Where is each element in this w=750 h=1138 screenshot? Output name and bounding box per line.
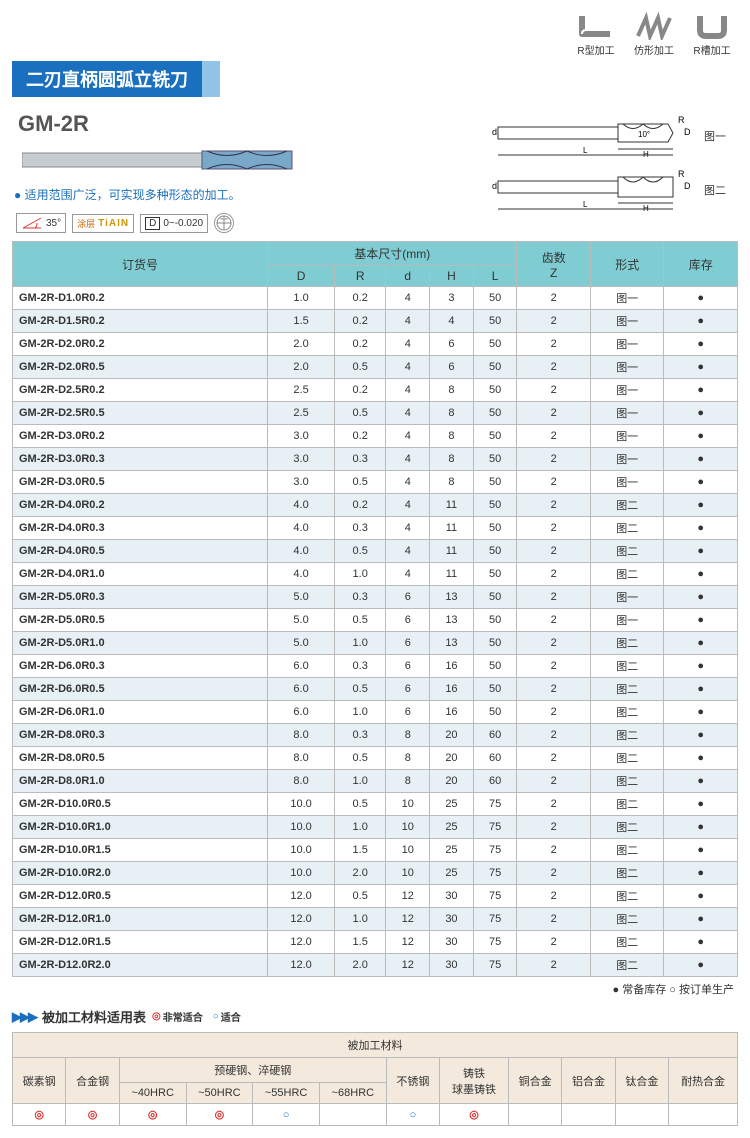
table-row: GM-2R-D2.5R0.22.50.248502图一● [13, 379, 738, 402]
svg-text:10°: 10° [638, 130, 650, 139]
table-row: GM-2R-D4.0R0.24.00.2411502图二● [13, 494, 738, 517]
table-row: GM-2R-D3.0R0.53.00.548502图一● [13, 471, 738, 494]
table-row: GM-2R-D10.0R2.010.02.01025752图二● [13, 862, 738, 885]
table-row: GM-2R-D5.0R0.55.00.5613502图一● [13, 609, 738, 632]
svg-text:R: R [678, 169, 685, 179]
table-row: GM-2R-D2.5R0.52.50.548502图一● [13, 402, 738, 425]
table-row: GM-2R-D3.0R0.33.00.348502图一● [13, 448, 738, 471]
table-row: GM-2R-D8.0R1.08.01.0820602图二● [13, 770, 738, 793]
table-row: GM-2R-D1.5R0.21.50.244502图一● [13, 310, 738, 333]
profile-icon: 仿形加工 [634, 12, 674, 57]
table-row: GM-2R-D4.0R1.04.01.0411502图二● [13, 563, 738, 586]
svg-text:L: L [583, 146, 588, 155]
helix-angle-badge: 35° [16, 213, 66, 233]
center-cut-badge [214, 213, 234, 233]
svg-text:D: D [684, 127, 691, 137]
table-row: GM-2R-D6.0R0.36.00.3616502图二● [13, 655, 738, 678]
table-row: GM-2R-D6.0R1.06.01.0616502图二● [13, 701, 738, 724]
table-row: GM-2R-D5.0R1.05.01.0613502图二● [13, 632, 738, 655]
top-icon-row: R型加工 仿形加工 R槽加工 [12, 12, 738, 57]
page-title: 二刃直柄圆弧立铣刀 [12, 61, 220, 97]
stock-legend: ● 常备库存 ○ 按订单生产 [12, 981, 734, 997]
svg-text:L: L [583, 200, 588, 209]
tolerance-badge: D 0~-0.020 [140, 214, 208, 233]
table-row: GM-2R-D1.0R0.21.00.243502图一● [13, 287, 738, 310]
tool-diagrams: 10° R D d H L 图一 R D d H [488, 103, 738, 217]
table-row: GM-2R-D12.0R0.512.00.51230752图二● [13, 885, 738, 908]
tool-image [22, 145, 478, 178]
svg-text:R: R [678, 115, 685, 125]
svg-text:d: d [492, 127, 497, 137]
r-slot-icon: R槽加工 [692, 12, 732, 57]
coating-badge: 涂层 TiAIN [72, 214, 134, 233]
table-row: GM-2R-D10.0R1.010.01.01025752图二● [13, 816, 738, 839]
table-row: GM-2R-D8.0R0.38.00.3820602图二● [13, 724, 738, 747]
svg-text:d: d [492, 181, 497, 191]
spec-table: 订货号 基本尺寸(mm) 齿数 Z 形式 库存 D R d H L GM-2R-… [12, 241, 738, 977]
svg-text:D: D [684, 181, 691, 191]
material-table: 被加工材料 碳素钢 合金钢 预硬钢、淬硬钢 不锈钢 铸铁 球墨铸铁 铜合金 铝合… [12, 1032, 738, 1126]
table-row: GM-2R-D12.0R1.512.01.51230752图二● [13, 931, 738, 954]
description: 适用范围广泛，可实现多种形态的加工。 [14, 186, 478, 203]
col-order: 订货号 [13, 242, 268, 287]
table-row: GM-2R-D2.0R0.22.00.246502图一● [13, 333, 738, 356]
table-row: GM-2R-D5.0R0.35.00.3613502图一● [13, 586, 738, 609]
table-row: GM-2R-D12.0R2.012.02.01230752图二● [13, 954, 738, 977]
table-row: GM-2R-D2.0R0.52.00.546502图一● [13, 356, 738, 379]
model-code: GM-2R [18, 111, 478, 137]
col-form: 形式 [590, 242, 663, 287]
table-row: GM-2R-D4.0R0.34.00.3411502图二● [13, 517, 738, 540]
col-teeth: 齿数 Z [517, 242, 590, 287]
table-row: GM-2R-D10.0R1.510.01.51025752图二● [13, 839, 738, 862]
arrows-icon: ▶▶▶ [12, 1009, 36, 1025]
table-row: GM-2R-D12.0R1.012.01.01230752图二● [13, 908, 738, 931]
col-dims: 基本尺寸(mm) [268, 242, 517, 266]
table-row: GM-2R-D10.0R0.510.00.51025752图二● [13, 793, 738, 816]
r-type-icon: R型加工 [576, 12, 616, 57]
col-stock: 库存 [664, 242, 738, 287]
table-row: GM-2R-D8.0R0.58.00.5820602图二● [13, 747, 738, 770]
material-title: ▶▶▶ 被加工材料适用表 ◎非常适合 ○适合 [12, 1007, 738, 1026]
table-row: GM-2R-D4.0R0.54.00.5411502图二● [13, 540, 738, 563]
table-row: GM-2R-D3.0R0.23.00.248502图一● [13, 425, 738, 448]
table-row: GM-2R-D6.0R0.56.00.5616502图二● [13, 678, 738, 701]
badge-row: 35° 涂层 TiAIN D 0~-0.020 [12, 213, 478, 233]
